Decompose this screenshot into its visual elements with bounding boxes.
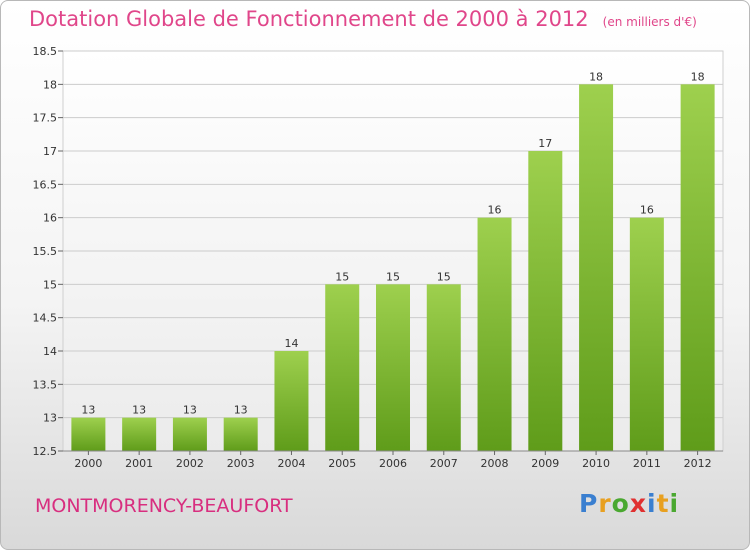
commune-name: MONTMORENCY-BEAUFORT: [35, 495, 293, 517]
x-tick-label-2006: 2006: [379, 457, 407, 470]
y-tick-label: 12.5: [33, 445, 58, 458]
data-label-2005: 15: [335, 270, 349, 283]
data-label-2003: 13: [234, 404, 248, 417]
y-tick-label: 17.5: [33, 112, 58, 125]
bar-2006: [376, 284, 410, 451]
bar-2005: [325, 284, 360, 451]
bar-2009: [528, 151, 563, 451]
x-tick-label-2008: 2008: [481, 457, 509, 470]
chart-title: Dotation Globale de Fonctionnement de 20…: [29, 7, 697, 31]
data-label-2006: 15: [386, 270, 400, 283]
bar-2008: [477, 217, 512, 451]
x-tick-label-2005: 2005: [328, 457, 356, 470]
x-tick-label-2010: 2010: [582, 457, 610, 470]
x-tick-label-2001: 2001: [125, 457, 153, 470]
bar-2007: [426, 284, 461, 451]
x-tick-label-2012: 2012: [684, 457, 712, 470]
x-tick-label-2004: 2004: [277, 457, 305, 470]
y-tick-label: 14.5: [33, 312, 58, 325]
data-label-2001: 13: [132, 404, 146, 417]
x-tick-label-2003: 2003: [227, 457, 255, 470]
y-tick-label: 18: [43, 78, 57, 91]
bar-2011: [629, 217, 664, 451]
unit-note: (en milliers d'€): [602, 15, 697, 29]
data-label-2004: 14: [284, 337, 298, 350]
x-axis-ticks: 2000 2001 2002 2003 2004 2005 2006 2007 2008 2009…: [63, 450, 723, 470]
bar-2004: [274, 351, 309, 451]
logo-letter: t: [656, 489, 670, 518]
x-tick-label-2000: 2000: [74, 457, 102, 470]
data-label-2009: 17: [538, 137, 552, 150]
y-axis-ticks: 12.5 13 13.5 14 14.5 15 15.5 16 16.5 17 17.5 18 18.5: [33, 45, 63, 458]
data-label-2000: 13: [81, 404, 95, 417]
y-tick-label: 16: [43, 212, 57, 225]
data-label-2002: 13: [183, 404, 197, 417]
x-tick-label-2002: 2002: [176, 457, 204, 470]
data-label-2010: 18: [589, 70, 603, 83]
data-label-2011: 16: [640, 204, 654, 217]
y-tick-label: 18.5: [33, 45, 58, 58]
bar-2001: [122, 417, 157, 451]
y-tick-label: 16.5: [33, 178, 58, 191]
y-tick-label: 13.5: [33, 378, 58, 391]
bar-2010: [579, 84, 614, 451]
proxiti-logo: Proxiti: [579, 489, 679, 518]
data-labels: 13 13 13 13 14 15 15 15 16 17 18 16 18: [81, 70, 704, 416]
logo-letter: r: [598, 489, 612, 518]
y-tick-label: 15.5: [33, 245, 58, 258]
x-tick-label-2011: 2011: [633, 457, 661, 470]
data-label-2008: 16: [488, 204, 502, 217]
x-tick-label-2009: 2009: [531, 457, 559, 470]
y-tick-label: 17: [43, 145, 57, 158]
bars: [71, 84, 715, 451]
data-label-2007: 15: [437, 270, 451, 283]
y-tick-label: 14: [43, 345, 57, 358]
bar-2002: [172, 417, 207, 451]
bar-2000: [71, 417, 106, 451]
y-tick-label: 15: [43, 278, 57, 291]
data-label-2012: 18: [691, 70, 705, 83]
x-tick-label-2007: 2007: [430, 457, 458, 470]
y-tick-label: 13: [43, 412, 57, 425]
bar-2003: [223, 417, 258, 451]
logo-letter: x: [629, 489, 647, 518]
bar-2012: [680, 84, 715, 451]
logo-letter: i: [669, 489, 680, 518]
logo-letter: o: [611, 489, 630, 518]
chart-title-text: Dotation Globale de Fonctionnement de 20…: [29, 7, 589, 31]
logo-letter: P: [579, 489, 599, 518]
logo-letter: i: [647, 489, 657, 518]
